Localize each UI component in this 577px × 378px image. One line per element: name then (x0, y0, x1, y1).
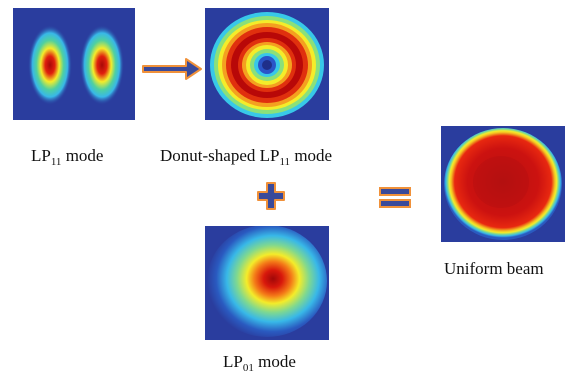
plus-icon (256, 181, 286, 211)
uniform-label: Uniform beam (444, 259, 544, 278)
arrow-icon (140, 55, 204, 83)
donut-ring (210, 12, 324, 118)
lp01-spot (207, 226, 327, 337)
lp11-label: LP11 mode (31, 146, 104, 168)
equals-icon (378, 185, 412, 211)
lp11-mode-image (13, 8, 135, 120)
donut-label: Donut-shaped LP11 mode (160, 146, 333, 168)
lp11-left-lobe (28, 25, 72, 105)
donut-mode-image (205, 8, 329, 120)
uniform-spot (444, 128, 562, 240)
uniform-beam-image (441, 126, 565, 242)
lp01-label: LP01 mode (223, 352, 296, 374)
lp11-right-lobe (80, 25, 124, 105)
lp01-mode-image (205, 226, 329, 340)
